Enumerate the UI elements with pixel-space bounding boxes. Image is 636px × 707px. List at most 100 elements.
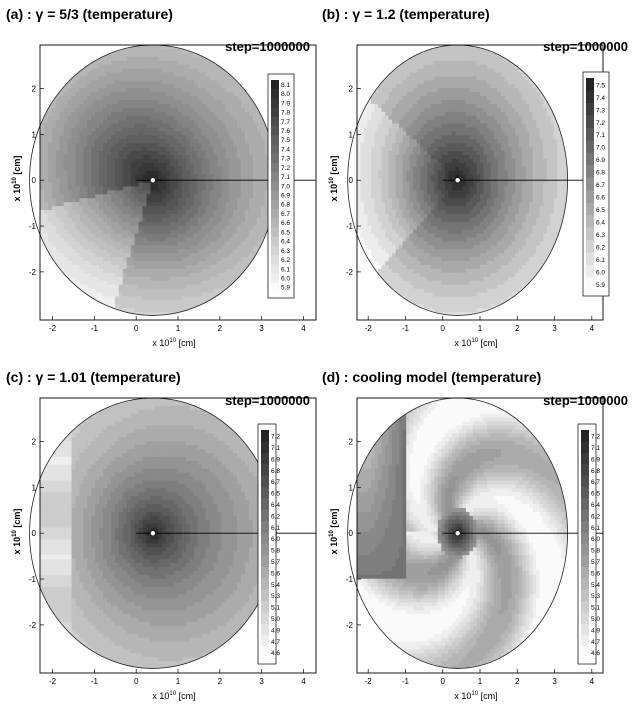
colorbar: 7.2 7.1 6.9 6.8 6.7 6.5 6.4 6.2 6.1 6.0 5.8 5.7 5.6 5… [257, 423, 280, 665]
colorbar-swatch [581, 623, 589, 636]
colorbar-label: 6.9 [281, 193, 290, 200]
temperature-field [357, 45, 568, 316]
colorbar-label: 5.8 [271, 548, 280, 555]
colorbar: 8.1 8.0 7.9 7.8 7.7 7.6 7.5 7.4 7.3 7.2 7.1 7.0 6.9 6… [267, 73, 295, 299]
colorbar-label: 6.5 [596, 207, 605, 214]
colorbar-swatch [271, 162, 279, 173]
colorbar-swatch [586, 140, 594, 154]
x-axis-label: x 1010 [cm] [152, 338, 195, 348]
colorbar-label: 7.7 [281, 119, 290, 126]
colorbar-swatch [586, 102, 594, 116]
x-tick-label: 4 [590, 324, 595, 333]
y-tick-label: 1 [32, 483, 37, 492]
colorbar-label: 7.1 [596, 132, 605, 139]
colorbar-swatch [261, 578, 269, 590]
colorbar-label: 7.3 [281, 156, 290, 163]
colorbar-swatch [581, 430, 589, 442]
colorbar-label: 7.0 [596, 145, 605, 152]
y-tick-label: 2 [349, 85, 354, 94]
colorbar-label: 6.1 [281, 266, 290, 273]
colorbar-label: 7.5 [596, 82, 605, 89]
x-tick-label: 2 [218, 324, 223, 333]
colorbar-label: 5.0 [591, 616, 600, 623]
colorbar-swatch [581, 566, 589, 579]
colorbar-swatch [581, 452, 589, 465]
panel-b: (b) : γ = 1.2 (temperature) step=1000000 -… [322, 6, 628, 348]
x-tick-label: 4 [301, 677, 306, 686]
colorbar-label: 6.3 [281, 248, 290, 255]
x-tick-label: 2 [515, 677, 520, 686]
colorbar: 7.2 7.1 6.9 6.8 6.7 6.5 6.4 6.2 6.1 6.0 5.8 5.7 5.6 5… [577, 423, 600, 665]
y-axis-label-unit: [cm] [329, 156, 339, 178]
colorbar-label: 6.5 [591, 491, 600, 498]
y-axis-label: x 1010 [cm] [329, 156, 339, 202]
panel-title: (c) : γ = 1.01 (temperature) [6, 369, 181, 385]
colorbar-label: 7.2 [596, 120, 605, 127]
colorbar-swatch [261, 612, 269, 625]
colorbar-label: 6.6 [596, 195, 605, 202]
colorbar-label: 6.8 [596, 170, 605, 177]
colorbar-label: 7.5 [281, 137, 290, 144]
colorbar-label: 7.2 [591, 434, 600, 441]
colorbar-swatch [586, 78, 594, 91]
colorbar-label: 5.1 [591, 605, 600, 612]
colorbar-label: 5.4 [591, 582, 600, 589]
colorbar-label: 7.2 [281, 165, 290, 172]
x-tick-label: -2 [365, 324, 373, 333]
y-tick-label: -1 [29, 222, 37, 231]
colorbar-label: 6.1 [271, 525, 280, 532]
colorbar-label: 7.1 [281, 174, 290, 181]
center-marker [150, 177, 156, 184]
colorbar-swatch [581, 589, 589, 602]
x-tick-label: 0 [134, 324, 139, 333]
colorbar-swatch [586, 127, 594, 141]
colorbar-swatch [586, 265, 594, 278]
colorbar-label: 6.5 [271, 491, 280, 498]
panel-title: (d) : cooling model (temperature) [322, 369, 541, 385]
colorbar: 7.5 7.4 7.3 7.2 7.1 7.0 6.9 6.8 6.7 6.6 6.5 6.4 6.3 6… [582, 71, 610, 297]
colorbar-label: 6.7 [281, 211, 290, 218]
panel-d: (d) : cooling model (temperature)step=10… [322, 369, 628, 701]
x-axis-label-base: x 10 [454, 691, 471, 701]
colorbar-swatch [271, 153, 279, 164]
colorbar-label: 5.0 [271, 616, 280, 623]
colorbar-swatch [261, 623, 269, 636]
x-tick-label: 0 [441, 324, 446, 333]
step-label: step=1000000 [225, 39, 310, 54]
x-tick-label: 3 [552, 324, 557, 333]
x-tick-label: 1 [176, 324, 181, 333]
colorbar-swatch [261, 566, 269, 579]
colorbar-label: 6.8 [281, 202, 290, 209]
colorbar-label: 6.4 [596, 220, 605, 227]
y-tick-label: -1 [346, 575, 354, 584]
x-tick-label: -1 [91, 324, 99, 333]
y-axis-label-exp: 10 [12, 529, 18, 536]
colorbar-swatch [581, 532, 589, 545]
panel-c: (c) : γ = 1.01 (temperature) step=1000000… [6, 369, 317, 701]
colorbar-swatch [271, 273, 279, 284]
colorbar-swatch [271, 236, 279, 247]
colorbar-swatch [271, 190, 279, 201]
colorbar-swatch [261, 498, 269, 511]
colorbar-label: 6.9 [591, 456, 600, 463]
y-tick-label: 0 [349, 529, 354, 538]
colorbar-label: 6.8 [591, 468, 600, 475]
x-tick-label: 1 [176, 677, 181, 686]
colorbar-swatch [581, 544, 589, 556]
x-tick-label: -2 [49, 677, 57, 686]
temperature-field [357, 398, 568, 669]
y-tick-label: 1 [349, 130, 354, 139]
colorbar-swatch [261, 487, 269, 499]
x-axis-label-base: x 10 [152, 338, 169, 348]
colorbar-label: 7.6 [281, 128, 290, 135]
colorbar-label: 5.3 [271, 593, 280, 600]
colorbar-label: 6.7 [271, 479, 280, 486]
colorbar-label: 6.0 [271, 536, 280, 543]
colorbar-label: 7.8 [281, 110, 290, 117]
y-axis-label-unit: [cm] [12, 509, 22, 531]
colorbar-label: 5.8 [591, 548, 600, 555]
y-tick-label: 2 [349, 438, 354, 447]
x-axis-label-base: x 10 [454, 338, 471, 348]
colorbar-swatch [261, 635, 269, 647]
y-tick-label: -1 [29, 575, 37, 584]
